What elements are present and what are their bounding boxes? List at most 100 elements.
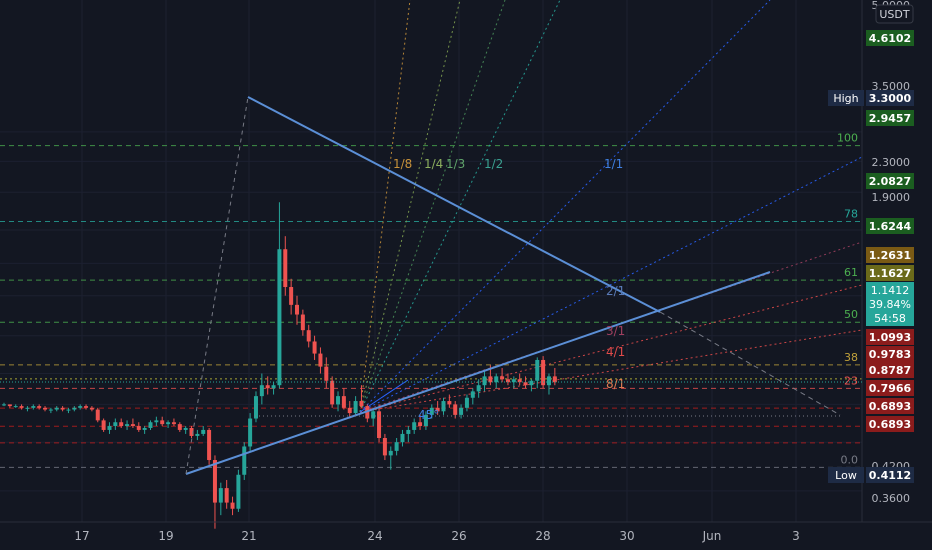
candle-body — [336, 396, 341, 405]
price-label-text: 1.1627 — [869, 267, 911, 280]
price-label-bg — [866, 362, 914, 378]
price-label[interactable]: 1.6244 — [866, 218, 914, 234]
time-tick-label: 24 — [367, 529, 382, 543]
candle-body — [277, 249, 282, 386]
candle-body — [142, 427, 147, 430]
time-tick-label: 19 — [158, 529, 173, 543]
price-label[interactable]: 1.2631 — [866, 247, 914, 263]
candle-body — [541, 359, 546, 386]
candle-body — [148, 422, 153, 428]
candle-body — [400, 433, 405, 443]
price-label-text: 0.8787 — [869, 364, 911, 377]
candle-body — [511, 379, 516, 383]
resistance-projection[interactable] — [659, 311, 841, 416]
candle-body — [330, 380, 335, 405]
candle-body — [154, 420, 159, 423]
candle-body — [224, 488, 229, 503]
candle-body — [359, 401, 364, 407]
fib-level-label: 0.0 — [841, 453, 859, 466]
price-label[interactable]: 3.3000 High — [828, 90, 914, 106]
price-label[interactable]: 1.0993 — [866, 329, 914, 345]
candle-body — [517, 379, 522, 383]
candle-body — [265, 385, 270, 389]
gann-ratio-label: 4/1 — [606, 345, 625, 359]
support-trendline[interactable] — [185, 271, 771, 475]
price-label-bg — [866, 173, 914, 189]
candle-body — [48, 409, 53, 411]
candle-body — [212, 460, 217, 503]
candle-body — [107, 426, 112, 430]
candlestick-series — [2, 202, 557, 529]
candle-body — [505, 379, 510, 383]
candle-body — [236, 474, 241, 509]
gann-fan-ray — [359, 0, 771, 413]
price-label-text: 2.0827 — [869, 175, 911, 188]
candle-body — [500, 376, 505, 380]
candle-body — [189, 427, 194, 436]
price-label-text: 2.9457 — [869, 112, 911, 125]
price-tag-text: High — [833, 92, 858, 105]
time-axis[interactable]: 17 19 21 24 26 28 30 Jun 3 — [74, 529, 799, 543]
price-label[interactable]: 0.6893 — [866, 398, 914, 414]
price-label-bg — [866, 247, 914, 263]
candle-body — [60, 407, 65, 410]
price-tag-text: Low — [835, 469, 857, 482]
price-label[interactable]: 0.6893 — [866, 416, 914, 432]
candle-body — [130, 424, 135, 427]
candle-body — [289, 287, 294, 305]
candle-body — [43, 407, 48, 410]
time-tick-label: 28 — [535, 529, 550, 543]
price-label[interactable]: 0.7966 — [866, 380, 914, 396]
price-label[interactable]: 4.6102 — [866, 30, 914, 46]
candle-body — [371, 411, 376, 419]
gann-ratio-label: 3/1 — [606, 324, 625, 338]
candle-body — [306, 330, 311, 342]
candle-body — [89, 407, 94, 410]
fib-level-label: 23 — [844, 374, 858, 387]
price-axis[interactable]: 5.00003.50002.30001.90000.42000.36004.61… — [0, 0, 914, 505]
price-label[interactable]: 2.0827 — [866, 173, 914, 189]
currency-label: USDT — [879, 8, 910, 21]
candle-body — [19, 406, 24, 408]
candle-body — [529, 380, 534, 386]
candle-body — [13, 406, 18, 408]
price-label-bg — [866, 30, 914, 46]
time-tick-label: 17 — [74, 529, 89, 543]
price-tag-bg — [828, 90, 864, 106]
current-change: 39.84% — [869, 298, 911, 311]
candle-body — [295, 304, 299, 315]
candle-body — [406, 429, 411, 434]
trend-lines[interactable] — [185, 96, 841, 475]
fib-level-label: 61 — [844, 266, 858, 279]
candle-body — [248, 418, 253, 447]
resistance-trendline[interactable] — [247, 96, 661, 313]
price-label[interactable]: 2.9457 — [866, 110, 914, 126]
candle-body — [7, 404, 12, 407]
time-tick-label: 21 — [241, 529, 256, 543]
price-label[interactable]: 0.8787 — [866, 362, 914, 378]
current-price-bg — [866, 282, 914, 326]
candle-body — [341, 396, 346, 408]
currency-badge[interactable]: USDT — [875, 4, 914, 24]
candle-body — [283, 249, 288, 288]
candle-body — [464, 397, 469, 408]
price-label-bg — [866, 380, 914, 396]
price-tick-label: 1.9000 — [872, 191, 911, 204]
time-tick-label: Jun — [702, 529, 722, 543]
price-label-bg — [866, 346, 914, 362]
price-tick-label: 2.3000 — [872, 156, 911, 169]
candle-body — [218, 488, 223, 503]
candle-body — [435, 407, 440, 412]
price-label[interactable]: 0.9783 — [866, 346, 914, 362]
candle-body — [166, 422, 171, 425]
candle-body — [177, 424, 182, 430]
candle-body — [488, 376, 493, 383]
price-label[interactable]: 1.1627 — [866, 265, 914, 281]
candle-body — [312, 341, 317, 354]
candle-body — [353, 401, 358, 414]
price-label[interactable]: 0.4112 Low — [828, 467, 914, 483]
candle-body — [183, 427, 188, 430]
